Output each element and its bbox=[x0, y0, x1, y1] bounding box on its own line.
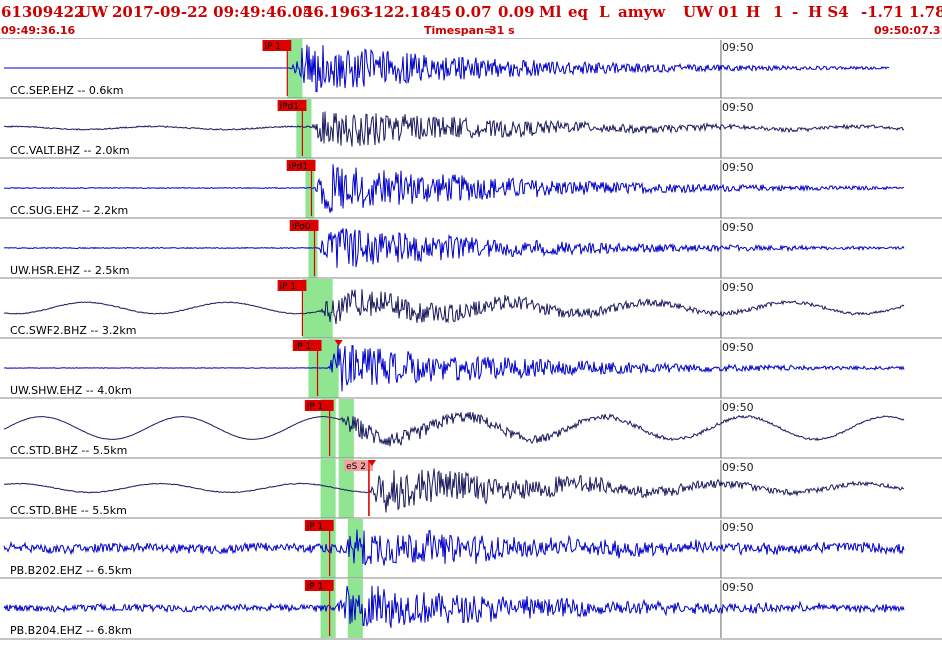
timespan-label: Timespan= bbox=[424, 24, 494, 37]
pick-label[interactable]: iP 1 bbox=[307, 522, 324, 532]
pick-window bbox=[320, 459, 336, 518]
pick-label-box bbox=[292, 340, 322, 351]
magnitude: 0.09 bbox=[498, 3, 535, 21]
start-time: 09:49:36.16 bbox=[1, 24, 76, 37]
station-label: CC.SUG.EHZ -- 2.2km bbox=[10, 204, 128, 217]
pick-window bbox=[287, 39, 303, 98]
pick-label-box bbox=[304, 400, 334, 411]
station-label: UW.SHW.EHZ -- 4.0km bbox=[10, 384, 132, 397]
pick-label-box bbox=[277, 100, 307, 111]
origin-block: UW 01 bbox=[683, 3, 740, 21]
waveform-trace[interactable] bbox=[4, 468, 905, 513]
station-label: UW.HSR.EHZ -- 2.5km bbox=[10, 264, 129, 277]
minute-tick-label: 09:50 bbox=[722, 41, 754, 54]
waveform-trace[interactable] bbox=[3, 585, 905, 628]
pick-label[interactable]: iPd1 bbox=[280, 102, 299, 112]
pick-window-secondary bbox=[347, 519, 363, 578]
event-id: 61309422 bbox=[1, 3, 85, 21]
station-label: PB.B204.EHZ -- 6.8km bbox=[10, 624, 132, 637]
pick-label[interactable]: iP 1 bbox=[280, 282, 297, 292]
minute-tick-label: 09:50 bbox=[722, 521, 754, 534]
pick-window bbox=[320, 399, 336, 458]
quality-h-s4: H S4 bbox=[808, 3, 849, 21]
pick-window bbox=[320, 519, 336, 578]
quality-1: 1 bbox=[773, 3, 784, 21]
pick-arrow-marker bbox=[367, 460, 376, 466]
depth: 0.07 bbox=[455, 3, 492, 21]
pick-label[interactable]: iP 1 bbox=[295, 342, 312, 352]
waveform-trace[interactable] bbox=[3, 289, 905, 325]
minute-tick-label: 09:50 bbox=[722, 221, 754, 234]
minute-tick-label: 09:50 bbox=[722, 581, 754, 594]
pick-window-secondary bbox=[338, 459, 354, 518]
timespan-value: 31 s bbox=[489, 24, 515, 37]
minute-tick-label: 09:50 bbox=[722, 401, 754, 414]
pick-window bbox=[305, 159, 315, 218]
waveform-trace[interactable] bbox=[3, 529, 905, 566]
waveform-trace[interactable] bbox=[3, 164, 905, 213]
pick-label[interactable]: iP 1 bbox=[264, 42, 281, 52]
station-label: CC.SEP.EHZ -- 0.6km bbox=[10, 84, 123, 97]
station-label: CC.SWF2.BHZ -- 3.2km bbox=[10, 324, 136, 337]
event-type: eq bbox=[568, 3, 589, 21]
waveform-trace[interactable] bbox=[3, 411, 905, 447]
minute-tick-label: 09:50 bbox=[722, 101, 754, 114]
minute-tick-label: 09:50 bbox=[722, 461, 754, 474]
quality-dash: - bbox=[792, 3, 799, 21]
analyst: amyw bbox=[618, 3, 666, 21]
pick-label[interactable]: iPo0 bbox=[292, 222, 311, 232]
waveform-trace[interactable] bbox=[3, 228, 905, 268]
pick-label-box bbox=[344, 460, 373, 471]
waveform-trace[interactable] bbox=[4, 111, 905, 147]
waveform-trace[interactable] bbox=[3, 344, 905, 392]
pick-window bbox=[320, 579, 336, 638]
event-status: L bbox=[599, 3, 610, 21]
pick-label-box bbox=[289, 220, 319, 231]
seismogram-panel[interactable]: 09:50 iP 1 CC.SEP.EHZ -- 0.6km 09:50 iPd1 CC.… bbox=[0, 37, 942, 640]
pick-label-box bbox=[304, 580, 334, 591]
station-label: CC.VALT.BHZ -- 2.0km bbox=[10, 144, 130, 157]
event-header: 61309422 UW 2017-09-22 09:49:46.05 46.19… bbox=[0, 0, 942, 38]
pick-label-box bbox=[277, 280, 307, 291]
pick-arrow-marker bbox=[334, 340, 343, 346]
network: UW bbox=[78, 3, 108, 21]
value-1: -1.71 bbox=[861, 3, 904, 21]
longitude: -122.1845 bbox=[367, 3, 452, 21]
pick-window bbox=[296, 99, 312, 158]
end-time: 09:50:07.31 bbox=[874, 24, 942, 37]
pick-label-box bbox=[304, 520, 334, 531]
minute-tick-label: 09:50 bbox=[722, 281, 754, 294]
quality-h: H bbox=[746, 3, 761, 21]
waveform-plot[interactable]: 09:50 iP 1 CC.SEP.EHZ -- 0.6km 09:50 iPd1 CC.… bbox=[0, 37, 942, 640]
waveform-trace[interactable] bbox=[4, 44, 890, 93]
pick-label[interactable]: iPd1 bbox=[289, 162, 308, 172]
pick-label[interactable]: iP 1 bbox=[307, 402, 324, 412]
station-label: CC.STD.BHZ -- 5.5km bbox=[10, 444, 127, 457]
value-2: 1.78 bbox=[909, 3, 942, 21]
pick-window-secondary bbox=[338, 399, 354, 458]
pick-label[interactable]: eS 2 bbox=[346, 462, 366, 472]
station-label: PB.B202.EHZ -- 6.5km bbox=[10, 564, 132, 577]
pick-label[interactable]: iP 1 bbox=[307, 582, 324, 592]
pick-window bbox=[302, 279, 333, 338]
origin-datetime: 2017-09-22 09:49:46.05 bbox=[112, 3, 313, 21]
magnitude-type: Ml bbox=[539, 3, 562, 21]
pick-label-box bbox=[286, 160, 316, 171]
latitude: 46.1963 bbox=[303, 3, 371, 21]
minute-tick-label: 09:50 bbox=[722, 341, 754, 354]
station-label: CC.STD.BHE -- 5.5km bbox=[10, 504, 127, 517]
pick-label-box bbox=[262, 40, 292, 51]
minute-tick-label: 09:50 bbox=[722, 161, 754, 174]
